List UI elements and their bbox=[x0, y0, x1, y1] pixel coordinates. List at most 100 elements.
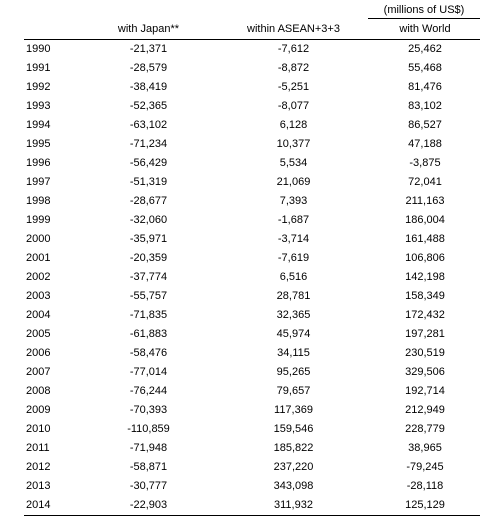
with-japan-cell: -37,774 bbox=[129, 271, 168, 283]
with-world-cell: 106,806 bbox=[405, 252, 445, 264]
with-japan-cell: -71,835 bbox=[129, 309, 168, 321]
table-row: 1998 -28,677 7,393 211,163 bbox=[24, 192, 480, 211]
table-header-row: with Japan** within ASEAN+3+3 with World bbox=[24, 19, 480, 40]
within-asean-cell: 21,069 bbox=[276, 176, 311, 188]
year-cell: 1997 bbox=[26, 176, 51, 188]
table-row: 1996 -56,429 5,534 -3,875 bbox=[24, 154, 480, 173]
with-world-cell: 72,041 bbox=[408, 176, 442, 188]
within-asean-cell: 159,546 bbox=[273, 423, 314, 435]
with-world-cell: 83,102 bbox=[408, 100, 442, 112]
with-japan-cell: -51,319 bbox=[129, 176, 168, 188]
year-cell: 1996 bbox=[26, 157, 51, 169]
within-asean-cell: -7,612 bbox=[277, 43, 310, 55]
within-asean-cell: 10,377 bbox=[276, 138, 311, 150]
year-cell: 2009 bbox=[26, 404, 51, 416]
with-japan-cell: -110,859 bbox=[127, 423, 170, 435]
header-with-japan: with Japan** bbox=[80, 19, 217, 40]
year-cell: 2010 bbox=[26, 423, 51, 435]
with-japan-cell: -70,393 bbox=[129, 404, 168, 416]
table-row: 2002 -37,774 6,516 142,198 bbox=[24, 268, 480, 287]
header-with-world: with World bbox=[370, 19, 480, 40]
within-asean-cell: 45,974 bbox=[276, 328, 311, 340]
with-japan-cell: -30,777 bbox=[129, 480, 168, 492]
units-divider bbox=[368, 18, 480, 19]
with-world-cell: 161,488 bbox=[405, 233, 445, 245]
header-within-asean: within ASEAN+3+3 bbox=[217, 19, 370, 40]
year-cell: 1993 bbox=[26, 100, 51, 112]
with-world-cell: 81,476 bbox=[408, 81, 442, 93]
with-japan-cell: -20,359 bbox=[129, 252, 168, 264]
year-cell: 2014 bbox=[24, 496, 80, 516]
with-world-cell: 47,188 bbox=[408, 138, 442, 150]
within-asean-cell: 117,369 bbox=[274, 404, 313, 416]
table-row: 2005 -61,883 45,974 197,281 bbox=[24, 325, 480, 344]
within-asean-cell: -1,687 bbox=[277, 214, 310, 226]
with-world-cell: 86,527 bbox=[408, 119, 442, 131]
table-body: 1990 -21,371 -7,612 25,462 1991 -28,579 -8,872… bbox=[24, 40, 480, 516]
with-japan-cell: -71,948 bbox=[129, 442, 168, 454]
with-japan-cell: -63,102 bbox=[129, 119, 168, 131]
trade-balance-table-page: (millions of US$) with Japan** within AS… bbox=[24, 4, 480, 516]
with-japan-cell: -58,476 bbox=[129, 347, 168, 359]
table-row: 1999 -32,060 -1,687 186,004 bbox=[24, 211, 480, 230]
with-japan-cell: -61,883 bbox=[129, 328, 168, 340]
year-cell: 2013 bbox=[26, 480, 51, 492]
with-world-cell: 230,519 bbox=[405, 347, 445, 359]
table-row: 1990 -21,371 -7,612 25,462 bbox=[24, 40, 480, 60]
table-row: 1993 -52,365 -8,077 83,102 bbox=[24, 97, 480, 116]
within-asean-cell: 34,115 bbox=[277, 347, 310, 359]
with-world-cell: 125,129 bbox=[370, 496, 480, 516]
table-row: 2007 -77,014 95,265 329,506 bbox=[24, 363, 480, 382]
with-japan-cell: -35,971 bbox=[129, 233, 168, 245]
table-row: 2006 -58,476 34,115 230,519 bbox=[24, 344, 480, 363]
year-cell: 1990 bbox=[26, 43, 51, 55]
table-row: 1995 -71,234 10,377 47,188 bbox=[24, 135, 480, 154]
within-asean-cell: -3,714 bbox=[277, 233, 310, 245]
year-cell: 2007 bbox=[26, 366, 51, 378]
with-japan-cell: -77,014 bbox=[129, 366, 168, 378]
within-asean-cell: 7,393 bbox=[279, 195, 308, 207]
table-row: 2010 -110,859 159,546 228,779 bbox=[24, 420, 480, 439]
within-asean-cell: 311,932 bbox=[217, 496, 370, 516]
with-world-cell: 197,281 bbox=[405, 328, 445, 340]
year-cell: 1994 bbox=[26, 119, 51, 131]
within-asean-cell: 28,781 bbox=[276, 290, 311, 302]
with-japan-cell: -76,244 bbox=[129, 385, 168, 397]
with-world-cell: 186,004 bbox=[405, 214, 445, 226]
table-row: 2000 -35,971 -3,714 161,488 bbox=[24, 230, 480, 249]
year-cell: 2006 bbox=[26, 347, 51, 359]
year-cell: 2001 bbox=[26, 252, 51, 264]
with-world-cell: 211,163 bbox=[405, 195, 445, 207]
with-world-cell: 329,506 bbox=[405, 366, 445, 378]
within-asean-cell: 6,516 bbox=[279, 271, 308, 283]
year-cell: 2011 bbox=[26, 442, 50, 454]
year-cell: 2000 bbox=[26, 233, 51, 245]
with-japan-cell: -28,677 bbox=[129, 195, 168, 207]
year-cell: 1998 bbox=[26, 195, 51, 207]
table-row: 2014 -22,903 311,932 125,129 bbox=[24, 496, 480, 516]
year-cell: 1991 bbox=[26, 62, 51, 74]
with-japan-cell: -28,579 bbox=[129, 62, 168, 74]
with-world-cell: 25,462 bbox=[408, 43, 442, 55]
with-world-cell: 212,949 bbox=[405, 404, 445, 416]
with-japan-cell: -21,371 bbox=[129, 43, 168, 55]
year-cell: 2002 bbox=[26, 271, 51, 283]
with-japan-cell: -52,365 bbox=[129, 100, 168, 112]
within-asean-cell: -8,872 bbox=[277, 62, 310, 74]
with-world-cell: 172,432 bbox=[405, 309, 445, 321]
with-world-cell: 158,349 bbox=[405, 290, 445, 302]
units-note: (millions of US$) bbox=[383, 4, 465, 16]
table-row: 1992 -38,419 -5,251 81,476 bbox=[24, 78, 480, 97]
table-row: 2013 -30,777 343,098 -28,118 bbox=[24, 477, 480, 496]
year-cell: 1992 bbox=[26, 81, 51, 93]
year-cell: 2005 bbox=[26, 328, 51, 340]
with-japan-cell: -38,419 bbox=[129, 81, 168, 93]
table-row: 2012 -58,871 237,220 -79,245 bbox=[24, 458, 480, 477]
with-world-cell: 142,198 bbox=[405, 271, 445, 283]
within-asean-cell: 237,220 bbox=[273, 461, 314, 473]
within-asean-cell: -8,077 bbox=[277, 100, 310, 112]
table-row: 2004 -71,835 32,365 172,432 bbox=[24, 306, 480, 325]
with-japan-cell: -71,234 bbox=[129, 138, 168, 150]
year-cell: 2012 bbox=[26, 461, 51, 473]
within-asean-cell: 343,098 bbox=[273, 480, 314, 492]
